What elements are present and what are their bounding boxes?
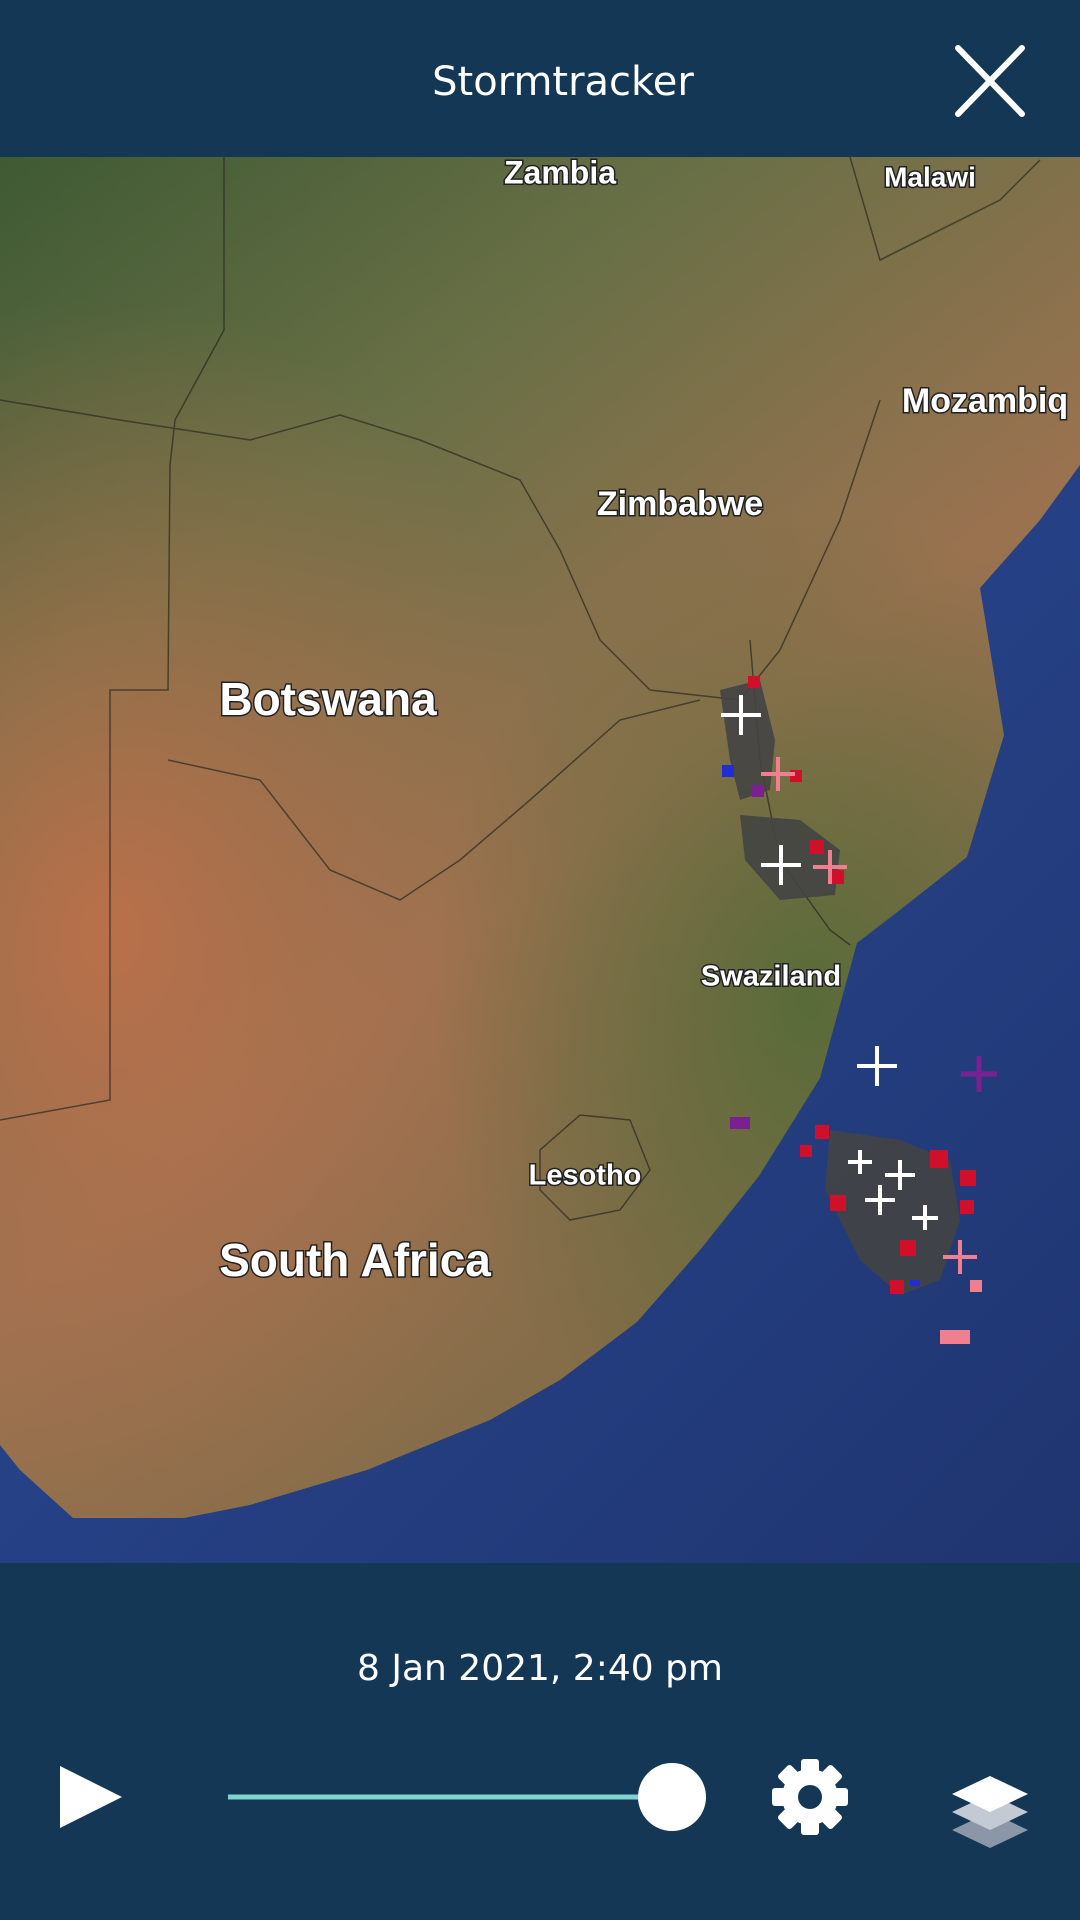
map-label: South Africa	[219, 1234, 491, 1286]
slider-thumb[interactable]	[638, 1763, 706, 1831]
map-label: Malawi	[884, 161, 976, 192]
screen-title: Stormtracker	[432, 59, 694, 105]
storm-cells	[720, 676, 997, 1344]
footer-panel	[0, 1563, 1080, 1920]
timestamp: 8 Jan 2021, 2:40 pm	[357, 1648, 723, 1689]
layers-button[interactable]	[952, 1776, 1028, 1848]
play-button[interactable]	[60, 1766, 122, 1828]
map-label: Botswana	[219, 673, 437, 725]
map-label: Mozambiq	[902, 382, 1068, 420]
map-label: Lesotho	[529, 1160, 642, 1192]
settings-button[interactable]	[772, 1759, 848, 1835]
map-label: Zimbabwe	[597, 485, 763, 523]
header-bar	[0, 0, 1080, 157]
ocean	[0, 465, 1080, 1563]
map[interactable]: Zambia Malawi Mozambiq Zimbabwe Botswana…	[0, 154, 1080, 1563]
map-label: Zambia	[504, 154, 616, 190]
map-label: Swaziland	[701, 961, 841, 993]
close-button[interactable]	[955, 45, 1025, 117]
